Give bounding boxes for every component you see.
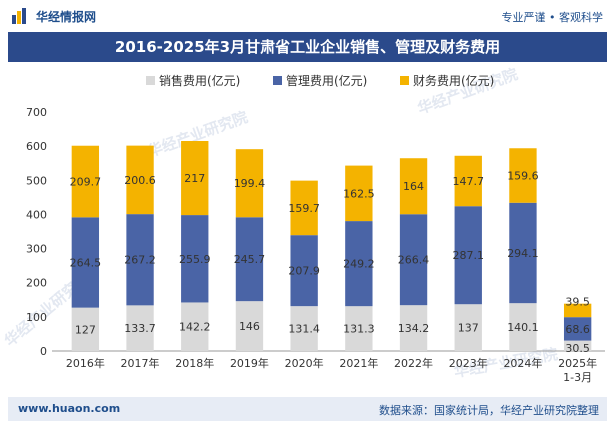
x-tick-label: 2024年 <box>503 356 542 370</box>
x-tick-label: 2023年 <box>449 356 488 370</box>
data-label-3-4: 199.4 <box>234 177 266 190</box>
data-label-2-7: 266.4 <box>398 254 430 267</box>
bar-1-7 <box>399 305 428 351</box>
bar-1-1 <box>71 307 100 351</box>
data-label-1-8: 137 <box>458 322 479 335</box>
data-label-1-2: 133.7 <box>124 322 156 335</box>
huaon-logo-icon <box>12 8 26 24</box>
x-tick-label: 2019年 <box>230 356 269 370</box>
bar-3-2 <box>126 145 154 215</box>
footer-bar: www.huaon.com 数据来源：国家统计局，华经产业研究院整理 <box>8 397 607 421</box>
brand-name: 华经情报网 <box>36 10 97 24</box>
bar-2-3 <box>181 215 209 303</box>
bar-1-8 <box>454 304 482 351</box>
bar-1-10 <box>563 340 592 351</box>
bar-2-4 <box>235 217 264 302</box>
data-label-1-6: 131.3 <box>343 323 375 336</box>
bar-3-8 <box>454 155 482 207</box>
x-tick-label: 2021年 <box>339 356 378 370</box>
data-label-1-4: 146 <box>239 320 260 333</box>
x-tick-label: 1-3月 <box>563 371 592 384</box>
bar-3-10 <box>563 303 592 318</box>
data-label-2-3: 255.9 <box>179 253 211 266</box>
data-label-3-9: 159.6 <box>507 170 539 183</box>
bar-1-9 <box>509 303 537 351</box>
bar-3-3 <box>181 140 209 216</box>
y-tick-label: 400 <box>26 208 47 221</box>
data-label-2-6: 249.2 <box>343 258 375 271</box>
data-label-3-7: 164 <box>403 180 424 193</box>
bar-2-1 <box>71 217 100 308</box>
bar-3-9 <box>509 148 537 203</box>
data-source: 数据来源：国家统计局，华经产业研究院整理 <box>379 404 599 417</box>
data-label-1-5: 131.4 <box>288 323 320 336</box>
y-tick-label: 300 <box>26 243 47 256</box>
y-tick-label: 600 <box>26 140 47 153</box>
y-tick-label: 100 <box>26 311 47 324</box>
legend-swatch-3 <box>400 76 409 85</box>
bar-2-10 <box>563 317 592 341</box>
x-tick-label: 2025年 <box>558 356 597 370</box>
data-label-2-9: 294.1 <box>507 247 539 260</box>
data-label-1-7: 134.2 <box>398 322 430 335</box>
bar-2-6 <box>345 221 373 307</box>
legend-swatch-2 <box>273 76 282 85</box>
y-tick-label: 0 <box>40 345 47 358</box>
data-label-2-5: 207.9 <box>288 265 320 278</box>
top-bar: 华经情报网 专业严谨 • 客观科学 <box>0 0 615 32</box>
bar-2-7 <box>399 214 428 306</box>
bar-3-6 <box>345 165 373 222</box>
y-tick-label: 700 <box>26 106 47 119</box>
legend-label-2: 管理费用(亿元) <box>286 73 367 88</box>
bar-2-5 <box>290 235 318 307</box>
data-label-3-3: 217 <box>184 172 205 185</box>
data-label-3-1: 209.7 <box>70 176 102 189</box>
data-label-1-9: 140.1 <box>507 321 539 334</box>
bar-1-4 <box>235 301 264 351</box>
bar-1-5 <box>290 306 318 351</box>
data-label-1-1: 127 <box>75 323 96 336</box>
bar-2-9 <box>509 202 537 304</box>
legend-label-3: 财务费用(亿元) <box>413 73 494 88</box>
legend-swatch-1 <box>146 76 155 85</box>
bar-3-4 <box>235 149 264 218</box>
y-tick-label: 200 <box>26 277 47 290</box>
watermark-text: 华经产业研究院 <box>415 65 520 118</box>
data-label-1-3: 142.2 <box>179 321 211 334</box>
data-label-1-10: 30.5 <box>565 342 590 355</box>
bar-3-7 <box>399 158 428 215</box>
data-label-3-5: 159.7 <box>288 202 320 215</box>
data-label-3-2: 200.6 <box>124 174 156 187</box>
data-label-3-6: 162.5 <box>343 187 375 200</box>
x-tick-label: 2022年 <box>394 356 433 370</box>
bar-1-3 <box>181 302 209 351</box>
data-label-2-10: 68.6 <box>565 323 590 336</box>
x-tick-label: 2020年 <box>285 356 324 370</box>
bar-2-2 <box>126 214 154 306</box>
chart-title: 2016-2025年3月甘肃省工业企业销售、管理及财务费用 <box>8 32 607 62</box>
x-tick-label: 2016年 <box>66 356 105 370</box>
bar-2-8 <box>454 206 482 305</box>
bar-3-1 <box>71 145 100 218</box>
bar-1-2 <box>126 305 154 351</box>
data-label-3-8: 147.7 <box>453 175 485 188</box>
bar-1-6 <box>345 306 373 351</box>
site-url[interactable]: www.huaon.com <box>18 402 121 415</box>
data-label-3-10: 39.5 <box>565 296 590 309</box>
x-tick-label: 2018年 <box>175 356 214 370</box>
data-label-2-4: 245.7 <box>234 253 266 266</box>
tagline: 专业严谨 • 客观科学 <box>501 11 603 24</box>
data-label-2-1: 264.5 <box>70 256 102 269</box>
x-tick-label: 2017年 <box>121 356 160 370</box>
bar-3-5 <box>290 180 318 236</box>
data-label-2-2: 267.2 <box>124 254 156 267</box>
legend-label-1: 销售费用(亿元) <box>159 73 240 88</box>
data-label-2-8: 287.1 <box>453 249 485 262</box>
y-tick-label: 500 <box>26 174 47 187</box>
